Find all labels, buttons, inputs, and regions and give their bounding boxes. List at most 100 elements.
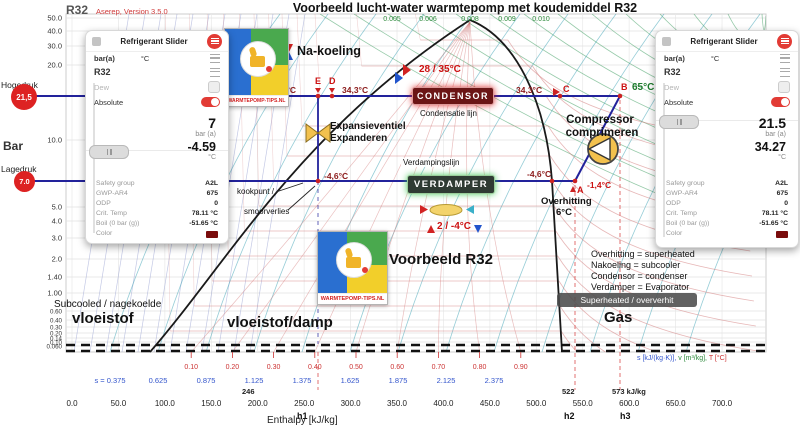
h3-marker: h3 [620, 411, 631, 421]
property-label: Safety group [96, 180, 135, 187]
specific-volume-tick: 0.006 [419, 16, 437, 23]
pressure-value: 7 [208, 115, 216, 131]
units-legend-t: T [°C] [707, 355, 727, 362]
grid-icon [210, 54, 220, 63]
refrigerant-selector[interactable]: R32 [664, 67, 681, 77]
saturation-dome [149, 18, 563, 353]
app-version: Aserep, Version 3.5.0 [96, 7, 168, 16]
pressure-tick: 40.0 [47, 27, 62, 36]
property-label: ODP [666, 200, 681, 207]
property-label: Boil (0 bar (g)) [96, 220, 140, 227]
thumbs-up-icon [239, 41, 276, 78]
table-row: ODP 0 [96, 199, 218, 209]
quality-tick: 0.40 [308, 364, 322, 371]
unit-right-label[interactable]: °C [140, 54, 150, 63]
pressure-tick: 5.0 [52, 203, 62, 212]
enthalpy-tick: 50.0 [111, 399, 127, 408]
high-pressure-badge: 21,5 [11, 84, 37, 110]
compressor-label-2: comprimeren [565, 127, 639, 139]
table-row: Safety group A2L [96, 179, 218, 189]
region-subcooled-line1: Subcooled / nagekoelde [54, 299, 162, 310]
dew-toggle-icon[interactable] [208, 81, 220, 93]
pressure-unit: bar (a) [195, 131, 216, 138]
panel-title: Refrigerant Slider [120, 36, 188, 46]
table-row: Crit. Temp 78.11 °C [96, 209, 218, 219]
region-subcooled-line2: vloeistof [72, 310, 134, 327]
quality-tick: 0.60 [390, 364, 404, 371]
quality-tick: 0.70 [432, 364, 446, 371]
logo-banner-text: WARMTEPOMP-TIPS.NL [318, 293, 387, 304]
condensing-temp-left: 34,3°C [342, 85, 369, 95]
dew-label: Dew [94, 82, 110, 92]
h1-marker: h1 [297, 411, 308, 421]
slider-menu-button[interactable] [207, 33, 222, 49]
slider-handle[interactable] [659, 115, 699, 129]
property-value: 0 [784, 200, 788, 207]
absolute-toggle[interactable] [201, 97, 220, 107]
value-block: 21.5 bar (a) 34.27 °C [755, 115, 786, 161]
pressure-value: 21.5 [758, 115, 786, 131]
thumbs-up-icon [335, 242, 372, 279]
glossary-line: Nakoeling = subcooler [591, 260, 681, 270]
slider-handle[interactable] [89, 145, 129, 159]
pressure-tick: 20.0 [47, 61, 62, 70]
units-legend-s: s [kJ/(kg·K)], [637, 355, 677, 362]
enthalpy-tick: 100.0 [155, 399, 176, 408]
list-icon[interactable] [210, 67, 220, 77]
expanderen-label: Expanderen [330, 133, 388, 144]
refrigerant-selector[interactable]: R32 [94, 67, 111, 77]
pressure-tick: 0.30 [50, 325, 63, 332]
pressure-tick: 0.060 [47, 344, 63, 351]
property-label: Safety group [666, 180, 705, 187]
nakoeling-label: Na-koeling [297, 44, 361, 58]
h2-marker: h2 [564, 411, 575, 421]
pressure-tick: 4.0 [52, 217, 62, 226]
entropy-tick: s = 0.375 [94, 376, 125, 385]
pressure-tick: 3.0 [52, 234, 62, 243]
color-swatch[interactable] [206, 230, 218, 238]
menu-icon[interactable] [92, 36, 101, 46]
suction-temp: -1,4°C [587, 180, 612, 190]
compressor-label-1: Compressor [566, 114, 634, 126]
warmtepomp-tips-logo: WARMTEPOMP-TIPS.NL [224, 28, 289, 107]
color-swatch[interactable] [776, 230, 788, 238]
slider-menu-button[interactable] [777, 33, 792, 49]
property-value: 78.11 °C [761, 210, 788, 217]
quality-tick: 0.50 [349, 364, 363, 371]
refrigerant-slider-panel-left: Refrigerant Slider bar(a) °C R32 Dew Absolute… [85, 30, 229, 244]
unit-left-label[interactable]: bar(a) [94, 54, 115, 63]
menu-icon[interactable] [662, 36, 671, 46]
list-icon[interactable] [780, 67, 790, 77]
enthalpy-tick: 150.0 [201, 399, 222, 408]
dew-toggle-icon[interactable] [778, 81, 790, 93]
unit-left-label[interactable]: bar(a) [664, 54, 685, 63]
temperature-unit: °C [778, 154, 786, 161]
temperature-value: 34.27 [754, 140, 786, 154]
table-row: Crit. Temp 78.11 °C [666, 209, 788, 219]
verdamper-badge: VERDAMPER [407, 175, 495, 194]
unit-right-label[interactable]: °C [710, 54, 720, 63]
table-row: Color [666, 229, 788, 239]
enthalpy-axis-title: Enthalpy [kJ/kg] [267, 415, 338, 426]
pressure-unit: bar (a) [765, 131, 786, 138]
expansieventiel-label: Expansieventiel [330, 121, 406, 132]
table-row: GWP-AR4 675 [666, 189, 788, 199]
entropy-tick: 0.625 [149, 376, 168, 385]
quality-tick: 0.30 [267, 364, 281, 371]
enthalpy-tick: 450.0 [480, 399, 501, 408]
page-title: Voorbeeld lucht-water warmtepomp met kou… [292, 1, 638, 15]
absolute-toggle[interactable] [771, 97, 790, 107]
dew-label: Dew [664, 82, 680, 92]
entropy-tick: 1.375 [293, 376, 312, 385]
thumbs-up-logo-image [318, 232, 387, 293]
overhitting-value: 6°C [556, 207, 572, 218]
discharge-temp: 65°C [632, 82, 655, 93]
enthalpy-tick: 300.0 [341, 399, 362, 408]
temperature-value: -4.59 [187, 140, 217, 154]
property-label: Boil (0 bar (g)) [666, 220, 710, 227]
property-label: GWP-AR4 [666, 190, 698, 197]
properties-table: Safety group A2L GWP-AR4 675 ODP 0 Crit. Temp 7… [96, 179, 218, 239]
enthalpy-tick: 650.0 [666, 399, 687, 408]
glossary-line: Overhitting = superheated [591, 249, 695, 259]
quality-tick: 0.20 [226, 364, 240, 371]
